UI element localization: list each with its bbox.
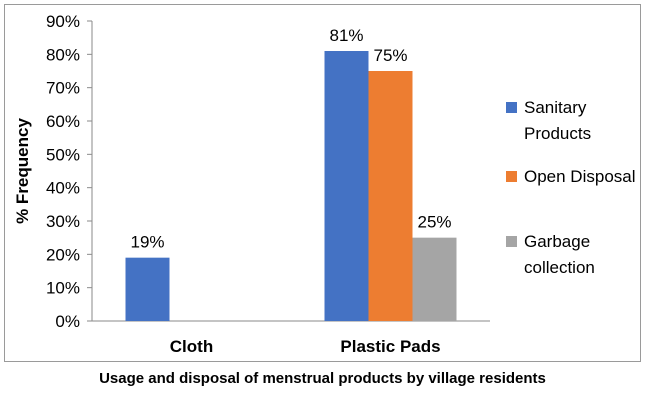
- x-tick-label: Cloth: [170, 337, 213, 356]
- legend-label: collection: [524, 258, 595, 277]
- data-label: 19%: [130, 233, 164, 252]
- data-label: 75%: [373, 46, 407, 65]
- y-tick-label: 50%: [46, 145, 80, 164]
- x-tick-label: Plastic Pads: [340, 337, 440, 356]
- data-label: 25%: [417, 213, 451, 232]
- legend-swatch: [506, 236, 517, 247]
- y-tick-label: 10%: [46, 279, 80, 298]
- y-tick-label: 60%: [46, 112, 80, 131]
- y-tick-label: 80%: [46, 45, 80, 64]
- y-tick-label: 90%: [46, 12, 80, 31]
- legend-label: Open Disposal: [524, 167, 636, 186]
- legend-label: Products: [524, 124, 591, 143]
- y-axis-title: % Frequency: [13, 118, 32, 224]
- bar-chart: 0% 10% 20% 30% 40% 50% 60% 70% 80% 90% % Frequency…: [13, 12, 636, 356]
- bar-sanitary-products: [324, 51, 369, 321]
- y-tick-label: 20%: [46, 245, 80, 264]
- y-tick-label: 30%: [46, 212, 80, 231]
- legend-swatch: [506, 102, 517, 113]
- chart-frame: [4, 4, 641, 362]
- chart-caption: Usage and disposal of menstrual products…: [99, 370, 546, 387]
- legend-label: Sanitary: [524, 98, 587, 117]
- bar-sanitary-products: [125, 257, 170, 321]
- y-tick-label: 40%: [46, 179, 80, 198]
- legend-label: Garbage: [524, 232, 590, 251]
- bar-open-disposal: [368, 71, 413, 321]
- data-label: 81%: [329, 26, 363, 45]
- legend-swatch: [506, 171, 517, 182]
- y-tick-label: 0%: [55, 312, 80, 331]
- bar-garbage-collection: [412, 237, 457, 321]
- y-tick-label: 70%: [46, 79, 80, 98]
